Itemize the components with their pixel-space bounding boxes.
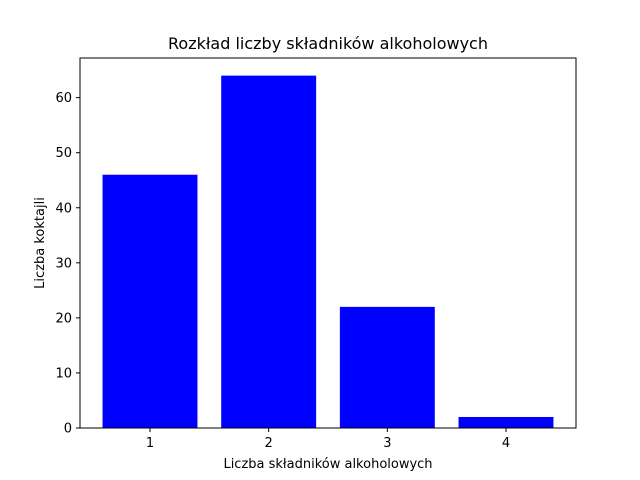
y-tick-label-60: 60 [55,91,72,106]
y-axis-label: Liczba koktajli [33,197,48,289]
x-tick-label-2: 2 [265,436,273,451]
y-axis: 0 10 20 30 40 50 60 [55,91,80,437]
y-tick-label-40: 40 [55,201,72,216]
bar-1 [102,174,198,428]
bar-2 [221,75,317,428]
y-tick-label-10: 10 [55,366,72,381]
bar-4 [458,416,554,428]
y-tick-label-30: 30 [55,256,72,271]
y-tick-label-0: 0 [64,422,72,437]
y-tick-label-20: 20 [55,311,72,326]
y-tick-label-50: 50 [55,146,72,161]
x-tick-label-3: 3 [383,436,391,451]
x-axis: 1 2 3 4 [146,428,510,451]
plot-frame [79,57,577,429]
chart-title: Rozkład liczby składników alkoholowych [168,34,488,53]
x-axis-label: Liczba składników alkoholowych [223,457,432,472]
bar-3 [339,306,435,428]
x-tick-label-1: 1 [146,436,154,451]
bars-group [102,75,554,428]
x-tick-label-4: 4 [502,436,510,451]
